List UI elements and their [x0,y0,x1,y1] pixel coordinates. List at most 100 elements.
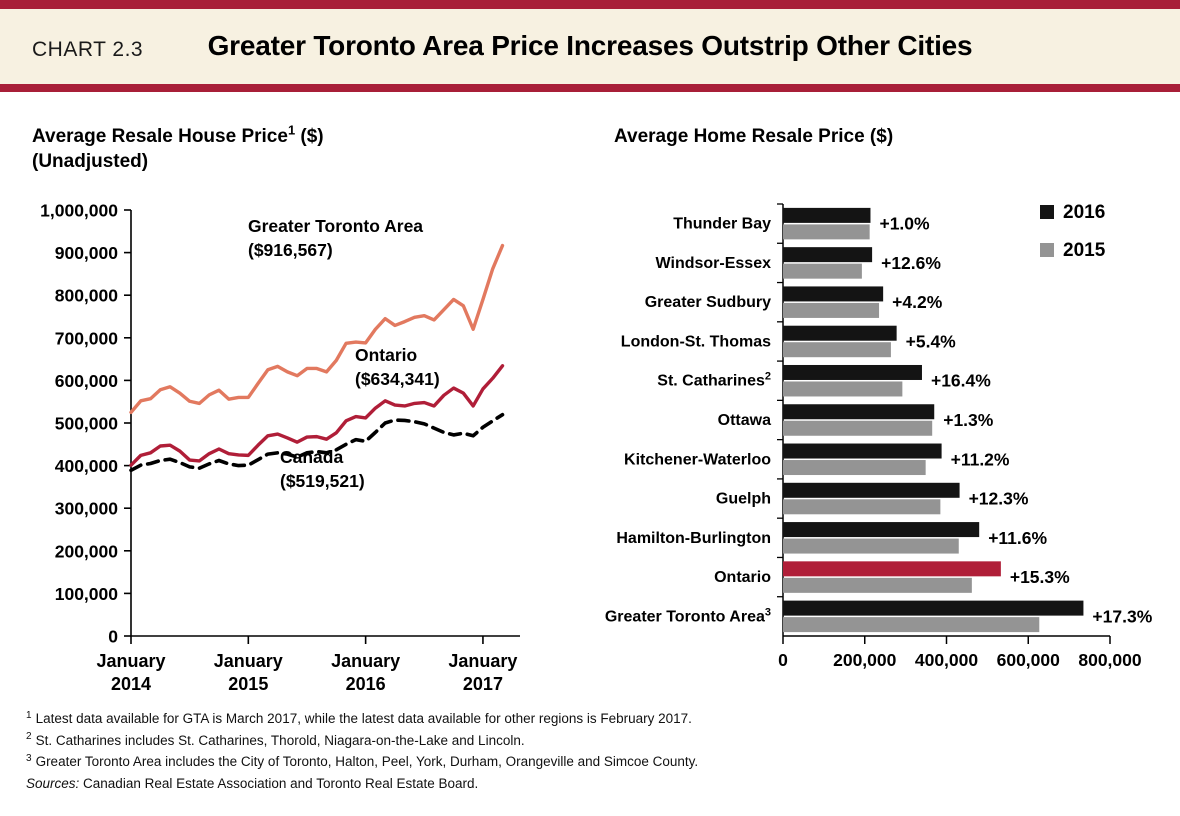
sources-text: Canadian Real Estate Association and Tor… [79,775,479,791]
bar-2016 [783,522,980,538]
bar-2016 [783,561,1001,577]
svg-text:Ontario: Ontario [355,345,417,365]
footnote-1-text: Latest data available for GTA is March 2… [35,711,692,726]
bar-category-label: Guelph [716,491,771,508]
svg-text:January: January [214,651,283,671]
left-panel-title-tail: ($) [295,126,324,147]
svg-text:400,000: 400,000 [915,650,979,670]
bar-2015 [783,381,903,397]
bar-data-label: +1.0% [879,214,930,234]
bar-2015 [783,460,926,476]
bar-category-label: Windsor-Essex [656,255,772,272]
bar-data-label: +1.3% [943,410,994,430]
bar-chart: 0 200,000 400,000 600,000 800,000 Thunder Bay… [600,196,1180,696]
svg-text:400,000: 400,000 [55,456,119,476]
bar-data-label: +5.4% [906,331,957,351]
bar-data-label: +17.3% [1092,606,1152,626]
svg-text:800,000: 800,000 [1078,650,1142,670]
svg-text:Greater Toronto Area: Greater Toronto Area [248,216,423,236]
header-rule-top [0,0,1180,9]
footnote-2: 2 St. Catharines includes St. Catharines,… [26,731,525,748]
bar-category-label: Hamilton-Burlington [616,530,771,547]
bar-data-label: +15.3% [1010,567,1070,587]
footnote-3-text: Greater Toronto Area includes the City o… [35,754,699,769]
bar-2016 [783,600,1084,616]
svg-text:600,000: 600,000 [55,371,119,391]
svg-text:January: January [331,651,400,671]
left-panel-title: Average Resale House Price1 ($) (Unadjus… [32,124,552,174]
bar-2015 [783,617,1040,633]
svg-text:700,000: 700,000 [55,328,119,348]
bar-2016 [783,247,873,263]
bar-category-label: London-St. Thomas [621,333,771,350]
chart-number: CHART 2.3 [32,38,144,61]
legend-label-2015: 2015 [1063,240,1106,261]
bar-category-label: St. Catharines2 [657,371,771,390]
svg-text:Canada: Canada [280,447,343,467]
bar-data-label: +11.6% [988,528,1047,548]
footnote-3: 3 Greater Toronto Area includes the City … [26,752,699,769]
svg-text:2016: 2016 [346,674,386,694]
right-panel-title: Average Home Resale Price ($) [614,126,894,147]
legend-swatch-2015 [1040,243,1054,257]
svg-text:0: 0 [108,627,118,647]
bar-2016 [783,443,942,459]
header-rule-bottom [0,84,1180,92]
svg-text:100,000: 100,000 [55,584,119,604]
svg-text:($916,567): ($916,567) [248,240,333,260]
bar-category-label: Kitchener-Waterloo [624,451,771,468]
svg-text:($634,341): ($634,341) [355,369,440,389]
svg-text:300,000: 300,000 [55,499,119,519]
footnote-1: 1 Latest data available for GTA is March … [26,709,692,726]
svg-text:900,000: 900,000 [55,243,119,263]
svg-text:200,000: 200,000 [55,541,119,561]
bar-2015 [783,342,891,358]
left-panel-title-text: Average Resale House Price [32,126,288,147]
bar-2016 [783,286,884,302]
svg-text:2014: 2014 [111,674,151,694]
svg-text:0: 0 [778,650,788,670]
svg-text:($519,521): ($519,521) [280,471,365,491]
bar-2016 [783,404,935,420]
bar-2015 [783,302,880,318]
bar-2016 [783,364,922,380]
left-panel-subtitle: (Unadjusted) [32,151,149,172]
legend-swatch-2016 [1040,205,1054,219]
svg-text:1,000,000: 1,000,000 [40,201,118,221]
bar-data-label: +12.3% [969,489,1029,509]
header-band: CHART 2.3 Greater Toronto Area Price Inc… [0,0,1180,92]
bar-data-label: +16.4% [931,371,991,391]
bar-data-label: +12.6% [881,253,941,273]
footnote-2-text: St. Catharines includes St. Catharines, … [35,732,525,748]
bar-2015 [783,224,870,240]
bar-2015 [783,577,972,593]
bar-category-label: Thunder Bay [673,216,771,233]
page-title: Greater Toronto Area Price Increases Out… [207,30,973,61]
bar-2016 [783,207,871,223]
bar-2015 [783,538,959,554]
bar-chart-svg: 0 200,000 400,000 600,000 800,000 Thunder Bay… [605,202,1153,670]
legend-label-2016: 2016 [1063,202,1105,223]
sources-label: Sources: [26,775,80,791]
sources-line: Sources: Canadian Real Estate Associatio… [26,773,1146,795]
bar-category-label: Greater Toronto Area3 [605,606,771,625]
left-panel-title-superscript: 1 [287,122,296,138]
footnotes: 1 Latest data available for GTA is March … [26,708,1146,794]
bar-2016 [783,482,960,498]
bar-2015 [783,263,862,279]
bar-category-label: Ontario [714,569,771,586]
svg-text:January: January [448,651,517,671]
bar-data-label: +4.2% [892,292,943,312]
svg-text:2017: 2017 [463,674,503,694]
svg-text:600,000: 600,000 [997,650,1061,670]
bar-2016 [783,325,897,341]
svg-text:800,000: 800,000 [55,286,119,306]
svg-text:500,000: 500,000 [55,414,119,434]
svg-text:January: January [96,651,165,671]
line-chart-svg: 0 100,000 200,000 300,000 400,000 500,000 600,… [40,201,520,694]
svg-text:200,000: 200,000 [833,650,897,670]
bar-2015 [783,499,941,515]
bar-category-label: Ottawa [718,412,771,429]
bar-data-label: +11.2% [951,449,1010,469]
